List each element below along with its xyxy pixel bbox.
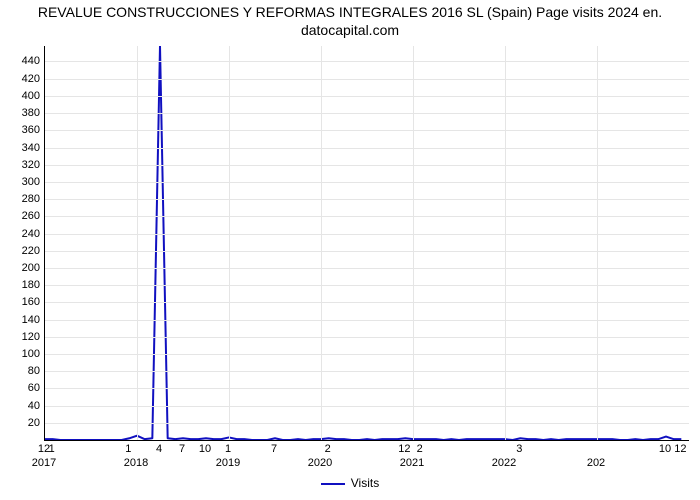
x-tick-year-label: 2017 (32, 457, 56, 469)
gridline-horizontal (45, 199, 689, 200)
gridline-horizontal (45, 130, 689, 131)
gridline-horizontal (45, 302, 689, 303)
gridline-horizontal (45, 320, 689, 321)
gridline-vertical (413, 46, 414, 440)
legend-swatch (321, 483, 345, 485)
gridline-vertical (597, 46, 598, 440)
y-tick-label: 220 (4, 245, 40, 257)
gridline-horizontal (45, 406, 689, 407)
x-tick-month-label: 12 (398, 443, 410, 455)
gridline-horizontal (45, 423, 689, 424)
gridline-horizontal (45, 371, 689, 372)
x-tick-year-label: 2020 (308, 457, 332, 469)
y-tick-label: 320 (4, 159, 40, 171)
gridline-horizontal (45, 216, 689, 217)
gridline-horizontal (45, 354, 689, 355)
y-tick-label: 160 (4, 296, 40, 308)
x-tick-month-label: 4 (156, 443, 162, 455)
gridline-horizontal (45, 113, 689, 114)
y-tick-label: 200 (4, 262, 40, 274)
title-line-2: datocapital.com (0, 22, 700, 40)
gridline-horizontal (45, 79, 689, 80)
y-tick-label: 420 (4, 73, 40, 85)
legend-label: Visits (351, 476, 379, 490)
chart-plot-area (44, 46, 689, 441)
y-tick-label: 280 (4, 193, 40, 205)
title-line-1: REVALUE CONSTRUCCIONES Y REFORMAS INTEGR… (0, 4, 700, 22)
y-tick-label: 360 (4, 124, 40, 136)
gridline-horizontal (45, 285, 689, 286)
x-tick-month-label: 10 (199, 443, 211, 455)
series-line-visits (45, 46, 681, 440)
y-tick-label: 40 (4, 400, 40, 412)
gridline-horizontal (45, 182, 689, 183)
y-tick-label: 20 (4, 417, 40, 429)
x-tick-month-label: 2 (417, 443, 423, 455)
y-tick-label: 440 (4, 55, 40, 67)
chart-line-svg (45, 46, 689, 440)
gridline-vertical (229, 46, 230, 440)
gridline-horizontal (45, 268, 689, 269)
gridline-vertical (137, 46, 138, 440)
chart-legend: Visits (0, 476, 700, 490)
gridline-vertical (505, 46, 506, 440)
x-tick-month-label: 2 (325, 443, 331, 455)
x-tick-month-label: 10 (659, 443, 671, 455)
y-tick-label: 80 (4, 365, 40, 377)
y-tick-label: 260 (4, 210, 40, 222)
chart-title: REVALUE CONSTRUCCIONES Y REFORMAS INTEGR… (0, 4, 700, 39)
y-tick-label: 60 (4, 382, 40, 394)
y-tick-label: 120 (4, 331, 40, 343)
gridline-horizontal (45, 165, 689, 166)
gridline-horizontal (45, 61, 689, 62)
x-tick-month-label: 1 (225, 443, 231, 455)
y-tick-label: 100 (4, 348, 40, 360)
x-tick-month-label: 1 (125, 443, 131, 455)
y-tick-label: 300 (4, 176, 40, 188)
y-tick-label: 400 (4, 90, 40, 102)
y-tick-label: 240 (4, 228, 40, 240)
y-tick-label: 180 (4, 279, 40, 291)
x-tick-year-label: 2021 (400, 457, 424, 469)
gridline-horizontal (45, 388, 689, 389)
x-tick-year-label: 2022 (492, 457, 516, 469)
gridline-horizontal (45, 251, 689, 252)
y-tick-label: 380 (4, 107, 40, 119)
gridline-horizontal (45, 96, 689, 97)
chart-container: { "title_line1": "REVALUE CONSTRUCCIONES… (0, 0, 700, 500)
x-tick-month-label: 7 (271, 443, 277, 455)
x-tick-month-label: 3 (516, 443, 522, 455)
gridline-horizontal (45, 148, 689, 149)
x-tick-year-label: 202 (587, 457, 605, 469)
x-tick-year-label: 2019 (216, 457, 240, 469)
gridline-vertical (321, 46, 322, 440)
x-tick-month-label: 12 (674, 443, 686, 455)
gridline-horizontal (45, 337, 689, 338)
x-tick-month-label: 1 (49, 443, 55, 455)
y-tick-label: 140 (4, 314, 40, 326)
gridline-horizontal (45, 234, 689, 235)
x-tick-year-label: 2018 (124, 457, 148, 469)
y-tick-label: 340 (4, 142, 40, 154)
x-tick-month-label: 7 (179, 443, 185, 455)
